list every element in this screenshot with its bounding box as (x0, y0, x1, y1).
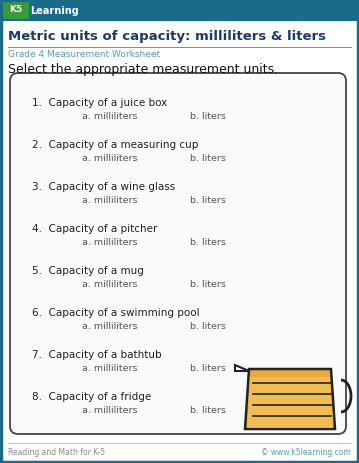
Bar (0, 0, 359, 22)
Text: b. liters: b. liters (190, 112, 226, 121)
Text: 8.  Capacity of a fridge: 8. Capacity of a fridge (32, 391, 151, 401)
Polygon shape (245, 369, 335, 429)
Text: b. liters: b. liters (190, 405, 226, 414)
Text: Grade 4 Measurement Worksheet: Grade 4 Measurement Worksheet (8, 50, 160, 59)
Text: Select the appropriate measurement units.: Select the appropriate measurement units… (8, 63, 278, 76)
Text: a. milliliters: a. milliliters (82, 279, 137, 288)
Text: 7.  Capacity of a bathtub: 7. Capacity of a bathtub (32, 349, 162, 359)
Text: 2.  Capacity of a measuring cup: 2. Capacity of a measuring cup (32, 140, 199, 150)
Text: 1.  Capacity of a juice box: 1. Capacity of a juice box (32, 98, 167, 108)
Text: Reading and Math for K-5: Reading and Math for K-5 (8, 447, 105, 456)
Text: a. milliliters: a. milliliters (82, 195, 137, 205)
Text: a. milliliters: a. milliliters (82, 405, 137, 414)
Text: b. liters: b. liters (190, 279, 226, 288)
Text: a. milliliters: a. milliliters (82, 154, 137, 163)
Text: a. milliliters: a. milliliters (82, 321, 137, 330)
Polygon shape (247, 377, 333, 428)
Text: Metric units of capacity: milliliters & liters: Metric units of capacity: milliliters & … (8, 30, 326, 43)
Text: © www.k5learning.com: © www.k5learning.com (261, 447, 351, 456)
Text: a. milliliters: a. milliliters (82, 238, 137, 246)
Text: K5: K5 (9, 6, 23, 14)
Text: a. milliliters: a. milliliters (82, 363, 137, 372)
Text: 4.  Capacity of a pitcher: 4. Capacity of a pitcher (32, 224, 157, 233)
Polygon shape (235, 365, 249, 371)
Text: b. liters: b. liters (190, 238, 226, 246)
FancyBboxPatch shape (10, 74, 346, 434)
Text: 3.  Capacity of a wine glass: 3. Capacity of a wine glass (32, 181, 175, 192)
Text: 5.  Capacity of a mug: 5. Capacity of a mug (32, 265, 144, 275)
Text: b. liters: b. liters (190, 154, 226, 163)
Text: b. liters: b. liters (190, 321, 226, 330)
Text: Learning: Learning (30, 6, 79, 16)
Text: a. milliliters: a. milliliters (82, 112, 137, 121)
FancyBboxPatch shape (3, 0, 29, 20)
Text: b. liters: b. liters (190, 195, 226, 205)
Text: b. liters: b. liters (190, 363, 226, 372)
Text: 6.  Capacity of a swimming pool: 6. Capacity of a swimming pool (32, 307, 200, 317)
